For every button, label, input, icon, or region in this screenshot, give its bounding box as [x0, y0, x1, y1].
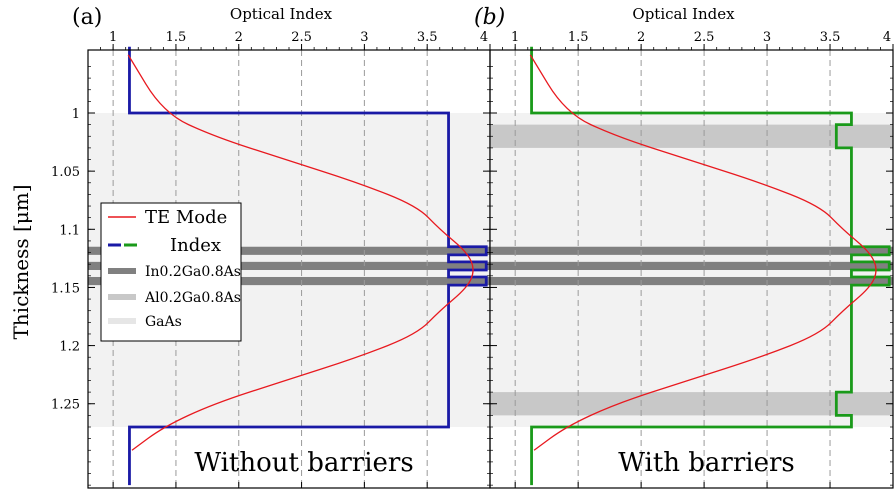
x-tick-label-0: 1 [109, 30, 117, 45]
panel-b: 1 1.5 2 2.5 3 3.5 4 (b) Optical Index With bar… [474, 5, 894, 489]
legend: TE Mode Index In0.2Ga0.8As Al0.2Ga0.8As … [100, 202, 242, 342]
panel-a-annotation: Without barriers [194, 448, 413, 478]
panel-b-title: Optical Index [632, 5, 735, 23]
x-tick-label-4: 3 [763, 30, 771, 45]
panel-a: 1 1.5 2 2.5 3 3.5 4 1 1.05 1.1 1.15 1.2 1.25 (a) Opt… [51, 5, 491, 489]
y-tick-label-0: 1 [72, 107, 80, 122]
x-tick-label-2: 2 [235, 30, 243, 45]
panel-b-annotation: With barriers [618, 448, 795, 478]
legend-index-label: Index [170, 235, 221, 256]
legend-gaas-swatch [108, 318, 136, 324]
band-ingaas-4 [490, 261, 893, 270]
legend-ingaas-text: In0.2Ga0.8As [145, 264, 241, 280]
series-index-line [530, 46, 891, 486]
x-tick-label-5: 3.5 [417, 30, 438, 45]
band-algaas-2 [490, 392, 893, 416]
panel-a-title: Optical Index [230, 5, 333, 23]
y-tick-label-4: 1.2 [59, 340, 80, 355]
legend-te-mode-label: TE Mode [145, 207, 227, 228]
band-ingaas-1 [88, 246, 490, 255]
y-tick-label-1: 1.05 [51, 165, 80, 180]
panel-b-label: (b) [474, 5, 505, 30]
series-te-mode-line [127, 54, 474, 451]
x-tick-label-6: 4 [883, 30, 891, 45]
band-ingaas-2 [88, 261, 490, 270]
legend-gaas-label: GaAs [145, 314, 182, 330]
band-ingaas-3 [88, 276, 490, 286]
band-ingaas-3 [490, 246, 893, 255]
y-tick-label-2: 1.1 [59, 223, 80, 238]
y-tick-label-5: 1.25 [51, 398, 80, 413]
x-tick-label-3: 2.5 [694, 30, 715, 45]
x-tick-label-6: 4 [480, 30, 488, 45]
legend-algaas-swatch [108, 294, 136, 300]
x-tick-label-1: 1.5 [568, 30, 589, 45]
legend-ingaas-label: In0.2Ga0.8As [145, 264, 241, 280]
legend-ingaas-swatch [108, 268, 136, 274]
x-tick-label-4: 3 [360, 30, 368, 45]
x-tick-label-1: 1.5 [166, 30, 187, 45]
legend-algaas-label: Al0.2Ga0.8As [144, 290, 241, 306]
x-tick-label-2: 2 [637, 30, 645, 45]
series-te-mode-line [529, 54, 877, 451]
x-tick-label-0: 1 [511, 30, 519, 45]
panel-a-label: (a) [72, 5, 102, 30]
y-tick-label-3: 1.15 [51, 281, 80, 296]
y-axis-label: Thickness [μm] [9, 184, 33, 339]
band-ingaas-5 [490, 276, 893, 286]
series-index-line [128, 46, 488, 486]
band-algaas-1 [490, 124, 893, 148]
legend-algaas-text: Al0.2Ga0.8As [144, 290, 241, 306]
x-tick-label-5: 3.5 [820, 30, 841, 45]
x-tick-label-3: 2.5 [291, 30, 312, 45]
